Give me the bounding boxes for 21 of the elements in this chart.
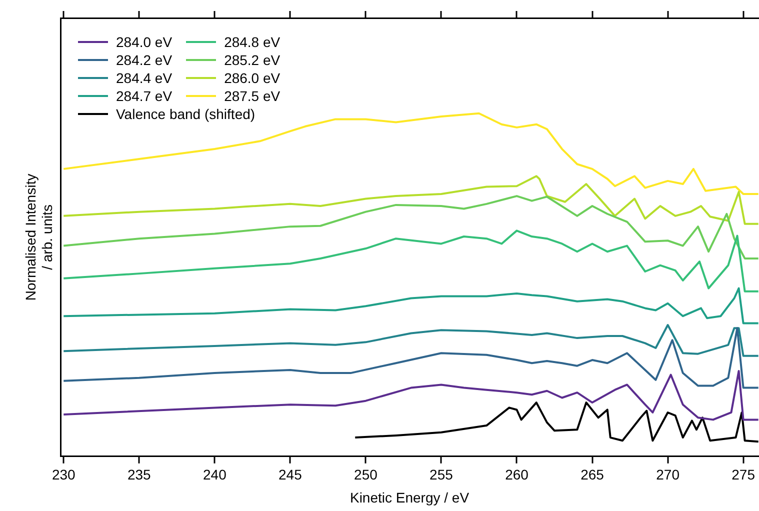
- x-tick-label: 240: [202, 466, 227, 483]
- legend-label: 286.0 eV: [224, 69, 280, 87]
- legend-label: 284.0 eV: [116, 33, 172, 51]
- legend-label: 284.2 eV: [116, 51, 172, 69]
- x-tick-label: 260: [505, 466, 529, 483]
- y-axis-title: Normalised Intensity / arb. units: [22, 174, 56, 301]
- x-tick-label: 270: [656, 466, 680, 483]
- legend-label: 284.7 eV: [116, 87, 172, 105]
- x-tick-label: 250: [354, 466, 378, 483]
- x-tick-label: 235: [127, 466, 152, 483]
- x-tick-label: 230: [52, 466, 76, 483]
- x-tick-label: 255: [430, 466, 454, 483]
- legend-label: 284.4 eV: [116, 69, 172, 87]
- x-tick-label: 245: [278, 466, 302, 483]
- legend-label: 287.5 eV: [224, 87, 280, 105]
- x-tick-label: 265: [580, 466, 604, 483]
- x-axis-title: Kinetic Energy / eV: [350, 489, 470, 506]
- legend-label: 285.2 eV: [224, 51, 280, 69]
- legend-label: 284.8 eV: [224, 33, 280, 51]
- x-tick-label: 275: [732, 466, 756, 483]
- legend-label: Valence band (shifted): [116, 105, 256, 123]
